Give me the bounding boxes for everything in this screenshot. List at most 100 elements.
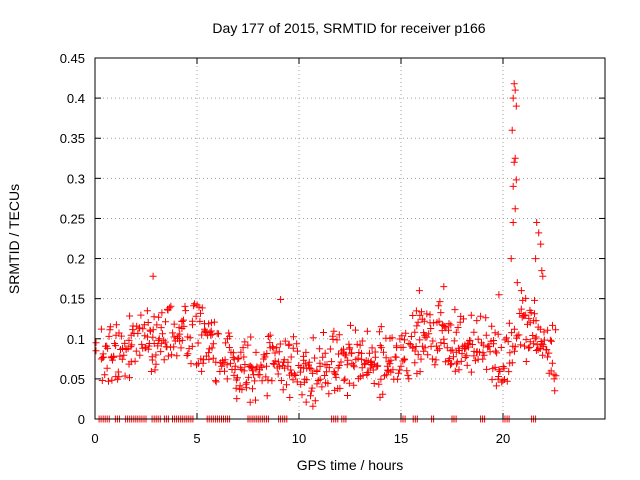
data-point — [377, 323, 385, 331]
data-point — [386, 360, 394, 368]
y-tick-label: 0.3 — [67, 171, 85, 186]
data-point — [157, 324, 165, 332]
data-point — [539, 272, 547, 280]
data-point — [345, 379, 353, 387]
data-point — [330, 327, 338, 335]
data-point — [308, 384, 316, 392]
data-point — [261, 353, 269, 361]
data-point — [195, 303, 203, 311]
data-point — [412, 343, 420, 350]
data-point — [516, 310, 524, 317]
data-point — [377, 375, 385, 383]
data-point — [309, 402, 317, 410]
data-point — [552, 326, 560, 334]
data-point — [474, 335, 482, 343]
data-point — [209, 354, 217, 362]
data-point — [366, 349, 373, 357]
data-point — [108, 376, 116, 384]
data-point — [221, 367, 228, 375]
data-point — [508, 126, 516, 134]
data-point — [346, 344, 354, 352]
data-point — [241, 338, 249, 346]
data-point — [256, 371, 264, 379]
data-point — [208, 344, 216, 352]
data-point — [403, 367, 411, 375]
data-point — [551, 387, 559, 395]
data-point — [336, 384, 344, 392]
data-point — [455, 366, 463, 374]
data-point — [266, 331, 274, 339]
data-point — [335, 362, 343, 369]
data-point — [505, 368, 513, 376]
data-point — [532, 333, 540, 341]
x-tick-label: 5 — [193, 431, 200, 446]
y-axis-label: SRMTID / TECUs — [6, 184, 22, 294]
data-point — [320, 329, 327, 336]
data-point — [453, 358, 461, 366]
data-point — [218, 362, 226, 370]
data-point — [526, 343, 534, 351]
data-point — [271, 349, 279, 357]
data-point — [515, 331, 523, 339]
data-point — [306, 364, 314, 372]
data-point — [448, 346, 456, 354]
data-point — [192, 312, 200, 320]
data-point — [268, 377, 276, 385]
data-point — [517, 305, 525, 313]
data-point — [532, 347, 540, 354]
data-point — [167, 302, 175, 310]
data-point — [452, 348, 460, 356]
data-point — [499, 363, 507, 370]
data-point — [497, 344, 505, 351]
data-point — [198, 331, 206, 339]
data-point — [149, 326, 157, 334]
data-point — [511, 86, 519, 94]
data-point — [358, 355, 366, 363]
data-point — [324, 379, 332, 387]
data-point — [188, 342, 196, 350]
data-point — [340, 345, 347, 353]
data-point — [252, 348, 260, 356]
data-point — [544, 353, 551, 361]
data-point — [245, 373, 253, 381]
data-point — [506, 349, 514, 357]
data-point — [236, 382, 244, 390]
data-point — [139, 325, 147, 333]
data-point — [316, 362, 324, 370]
data-point — [540, 328, 548, 336]
data-point — [418, 308, 425, 316]
data-point — [473, 317, 481, 325]
data-point — [429, 337, 437, 345]
data-point — [239, 344, 247, 352]
data-point — [360, 360, 368, 368]
data-point — [517, 287, 525, 295]
data-point — [240, 353, 248, 361]
data-point — [313, 380, 321, 388]
chart-title: Day 177 of 2015, SRMTID for receiver p16… — [212, 20, 485, 36]
data-point — [118, 355, 126, 363]
data-point — [432, 356, 440, 364]
data-point — [377, 344, 385, 352]
data-point — [488, 376, 496, 384]
data-point — [395, 369, 402, 377]
data-point — [371, 353, 379, 361]
data-point — [316, 375, 324, 383]
data-point — [212, 378, 220, 386]
data-point — [340, 376, 348, 384]
data-point — [488, 322, 496, 330]
data-point — [249, 385, 256, 393]
data-point — [197, 309, 204, 317]
data-point — [159, 330, 166, 338]
data-point — [347, 321, 354, 329]
data-point — [495, 291, 503, 299]
data-point — [176, 330, 184, 338]
data-point — [243, 379, 251, 387]
data-point — [138, 340, 146, 348]
data-point — [423, 310, 431, 318]
data-point — [297, 380, 305, 388]
y-tick-label: 0.25 — [60, 211, 85, 226]
data-point — [277, 296, 285, 303]
data-point — [188, 317, 196, 325]
data-point — [335, 350, 342, 358]
